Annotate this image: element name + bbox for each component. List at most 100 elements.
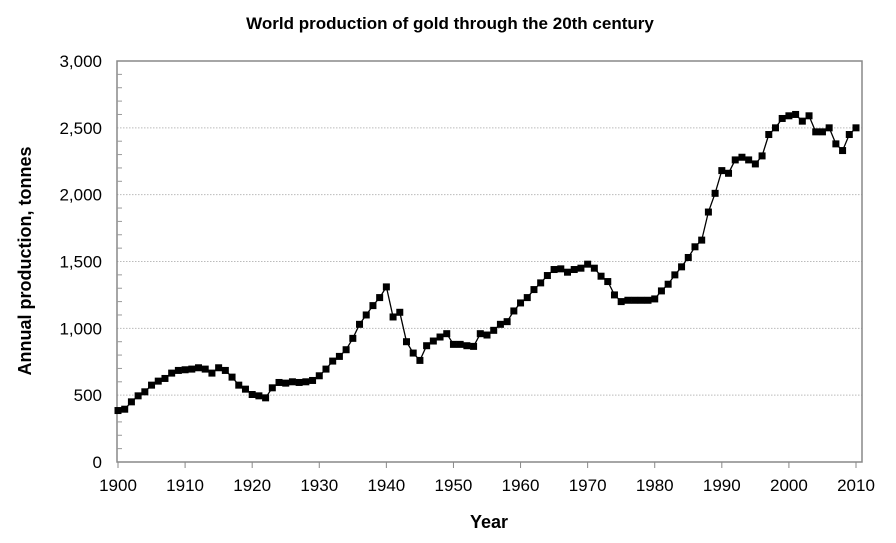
data-point bbox=[127, 398, 135, 406]
data-point bbox=[322, 365, 330, 373]
data-point bbox=[476, 330, 484, 338]
data-point bbox=[671, 271, 679, 279]
data-point bbox=[241, 385, 249, 393]
data-point bbox=[416, 356, 424, 364]
x-tick-label: 1950 bbox=[435, 476, 473, 495]
x-tick-label: 1900 bbox=[99, 476, 137, 495]
data-point bbox=[275, 378, 283, 386]
data-point bbox=[121, 405, 129, 413]
data-point bbox=[288, 378, 296, 386]
data-point bbox=[268, 384, 276, 392]
data-point bbox=[215, 364, 223, 372]
x-tick-label: 1990 bbox=[703, 476, 741, 495]
data-point bbox=[295, 378, 303, 386]
data-point bbox=[751, 160, 759, 168]
data-point bbox=[704, 208, 712, 216]
minor-ticks bbox=[117, 73, 857, 468]
data-point bbox=[409, 349, 417, 357]
data-point bbox=[832, 140, 840, 148]
data-point bbox=[852, 124, 860, 132]
data-point bbox=[543, 272, 551, 280]
data-point bbox=[463, 342, 471, 350]
data-point bbox=[382, 283, 390, 291]
x-tick-label: 1910 bbox=[166, 476, 204, 495]
data-point bbox=[208, 369, 216, 377]
data-point bbox=[369, 302, 377, 310]
data-point bbox=[631, 296, 639, 304]
data-point bbox=[262, 394, 270, 402]
data-point bbox=[181, 366, 189, 374]
data-point bbox=[456, 340, 464, 348]
data-point bbox=[470, 342, 478, 350]
data-point bbox=[825, 124, 833, 132]
chart-title: World production of gold through the 20t… bbox=[246, 14, 654, 33]
data-point bbox=[248, 390, 256, 398]
data-point bbox=[342, 346, 350, 354]
data-point bbox=[577, 264, 585, 272]
data-point bbox=[805, 112, 813, 120]
data-point bbox=[839, 147, 847, 155]
x-tick-label: 2000 bbox=[770, 476, 808, 495]
data-point bbox=[315, 372, 323, 380]
data-point bbox=[818, 128, 826, 136]
data-point bbox=[758, 152, 766, 160]
data-point bbox=[503, 318, 511, 326]
data-point bbox=[349, 334, 357, 342]
data-point bbox=[423, 342, 431, 350]
data-point bbox=[195, 364, 203, 372]
x-tick-label: 1960 bbox=[502, 476, 540, 495]
data-point bbox=[745, 156, 753, 164]
data-point bbox=[637, 296, 645, 304]
data-point bbox=[188, 365, 196, 373]
data-point bbox=[812, 128, 820, 136]
x-tick-label: 1940 bbox=[367, 476, 405, 495]
data-point bbox=[396, 308, 404, 316]
y-tick-label: 1,500 bbox=[59, 253, 102, 272]
data-point bbox=[651, 295, 659, 303]
data-point bbox=[523, 294, 531, 302]
y-tick-label: 500 bbox=[74, 386, 102, 405]
data-point bbox=[564, 268, 572, 276]
data-point bbox=[161, 374, 169, 382]
y-axis-label: Annual production, tonnes bbox=[15, 147, 35, 376]
data-point bbox=[785, 112, 793, 120]
data-point bbox=[309, 376, 317, 384]
data-point bbox=[235, 381, 243, 389]
data-point bbox=[778, 114, 786, 122]
data-point bbox=[255, 392, 263, 400]
data-point bbox=[684, 253, 692, 261]
data-point bbox=[282, 379, 290, 387]
gridlines bbox=[117, 127, 862, 396]
y-tick-label: 2,000 bbox=[59, 186, 102, 205]
data-point bbox=[429, 337, 437, 345]
data-point bbox=[168, 369, 176, 377]
data-point bbox=[141, 388, 149, 396]
data-point bbox=[302, 378, 310, 386]
data-point bbox=[798, 117, 806, 125]
y-tick-label: 0 bbox=[93, 453, 102, 472]
data-point bbox=[510, 307, 518, 315]
data-point bbox=[402, 338, 410, 346]
data-point bbox=[604, 278, 612, 286]
data-point bbox=[644, 296, 652, 304]
data-point bbox=[771, 124, 779, 132]
data-point bbox=[517, 299, 525, 307]
data-point bbox=[765, 131, 773, 139]
data-point bbox=[154, 377, 162, 385]
data-point bbox=[845, 131, 853, 139]
x-tick-label: 1980 bbox=[636, 476, 674, 495]
data-point bbox=[537, 279, 545, 287]
data-point bbox=[698, 236, 706, 244]
data-point bbox=[221, 366, 229, 374]
data-point bbox=[329, 357, 337, 365]
data-point bbox=[731, 156, 739, 164]
x-tick-labels: 1900 1910 1920 1930 1940 1950 1960 1970 1980 1990… bbox=[99, 476, 875, 495]
x-tick-label: 2010 bbox=[837, 476, 875, 495]
series-markers bbox=[114, 110, 860, 415]
data-point bbox=[376, 294, 384, 302]
data-point bbox=[483, 331, 491, 339]
data-point bbox=[335, 352, 343, 360]
data-point bbox=[584, 260, 592, 268]
data-point bbox=[597, 272, 605, 280]
